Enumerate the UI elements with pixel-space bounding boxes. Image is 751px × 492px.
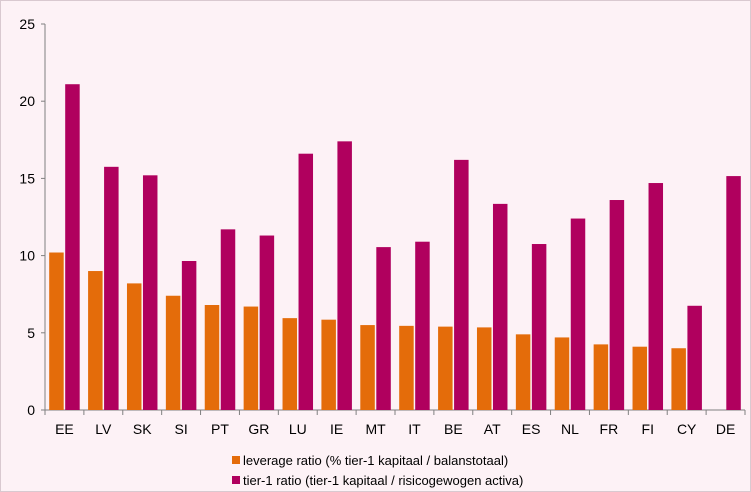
- x-tick-label-si: SI: [174, 421, 187, 437]
- bar-leverage-ratio-at: [476, 327, 492, 410]
- bar-leverage-ratio-lv: [88, 271, 103, 410]
- bar-leverage-ratio-it: [399, 325, 414, 410]
- y-tick-label: 25: [19, 16, 35, 32]
- x-tick-label-be: BE: [444, 421, 463, 437]
- y-tick-label: 10: [19, 248, 35, 264]
- x-tick-label-fr: FR: [600, 421, 619, 437]
- legend-swatch-tier1-ratio: [232, 476, 240, 484]
- bar-leverage-ratio-gr: [243, 306, 259, 410]
- bar-tier1-ratio-lu: [298, 153, 314, 411]
- bar-leverage-ratio-ee: [49, 252, 64, 410]
- bar-leverage-ratio-mt: [360, 325, 375, 410]
- y-tick-label: 5: [27, 325, 35, 341]
- x-tick-label-lu: LU: [289, 421, 307, 437]
- bar-leverage-ratio-be: [438, 326, 453, 410]
- legend-item-tier1-ratio: tier-1 ratio (tier-1 kapitaal / risicoge…: [232, 470, 523, 490]
- x-tick-label-cy: CY: [677, 421, 697, 437]
- x-tick-label-lv: LV: [95, 421, 112, 437]
- bar-leverage-ratio-fi: [632, 346, 648, 410]
- x-tick-label-pt: PT: [211, 421, 229, 437]
- x-tick-label-sk: SK: [133, 421, 152, 437]
- bar-leverage-ratio-pt: [204, 305, 220, 410]
- bar-tier1-ratio-mt: [376, 247, 391, 410]
- bar-leverage-ratio-es: [515, 334, 531, 410]
- bar-leverage-ratio-lu: [282, 318, 298, 410]
- bar-leverage-ratio-nl: [554, 337, 570, 410]
- bar-tier1-ratio-lv: [104, 166, 119, 410]
- y-tick-label: 0: [27, 402, 35, 418]
- bar-tier1-ratio-fi: [648, 183, 664, 410]
- bar-leverage-ratio-cy: [671, 348, 686, 410]
- bar-tier1-ratio-at: [492, 203, 508, 410]
- x-tick-label-it: IT: [408, 421, 421, 437]
- x-tick-label-gr: GR: [248, 421, 269, 437]
- bar-leverage-ratio-fr: [593, 344, 609, 410]
- bar-leverage-ratio-sk: [126, 283, 142, 410]
- bar-tier1-ratio-nl: [570, 218, 586, 410]
- bar-tier1-ratio-fr: [609, 200, 625, 410]
- x-tick-label-nl: NL: [561, 421, 579, 437]
- x-tick-label-ie: IE: [330, 421, 343, 437]
- bar-tier1-ratio-pt: [220, 229, 236, 410]
- y-tick-label: 15: [19, 170, 35, 186]
- bar-leverage-ratio-si: [165, 295, 181, 410]
- bar-tier1-ratio-ee: [65, 84, 80, 410]
- x-tick-label-es: ES: [522, 421, 541, 437]
- bar-tier1-ratio-si: [181, 261, 197, 410]
- x-tick-label-fi: FI: [642, 421, 654, 437]
- x-tick-label-at: AT: [484, 421, 501, 437]
- legend-label-leverage-ratio: leverage ratio (% tier-1 kapitaal / bala…: [243, 452, 509, 468]
- bar-tier1-ratio-gr: [259, 235, 275, 410]
- bar-tier1-ratio-ie: [337, 141, 352, 410]
- bar-tier1-ratio-be: [454, 159, 469, 410]
- legend-label-tier1-ratio: tier-1 ratio (tier-1 kapitaal / risicoge…: [243, 472, 524, 488]
- x-tick-label-ee: EE: [55, 421, 74, 437]
- bar-tier1-ratio-sk: [142, 175, 158, 410]
- legend: leverage ratio (% tier-1 kapitaal / bala…: [232, 450, 523, 490]
- x-tick-label-de: DE: [716, 421, 735, 437]
- bar-tier1-ratio-de: [726, 176, 741, 410]
- y-tick-label: 20: [19, 93, 35, 109]
- x-tick-label-mt: MT: [365, 421, 386, 437]
- bar-leverage-ratio-ie: [321, 319, 336, 410]
- bar-tier1-ratio-it: [415, 241, 430, 410]
- legend-swatch-leverage-ratio: [232, 456, 240, 464]
- bar-tier1-ratio-cy: [687, 305, 702, 410]
- bar-tier1-ratio-es: [531, 244, 547, 410]
- legend-item-leverage-ratio: leverage ratio (% tier-1 kapitaal / bala…: [232, 450, 523, 470]
